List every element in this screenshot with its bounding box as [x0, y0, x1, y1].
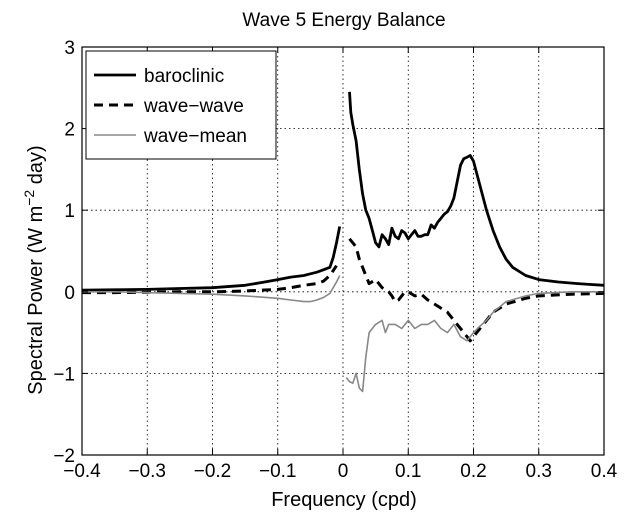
y-tick-label: 3	[64, 38, 75, 59]
legend-label: wave−wave	[143, 96, 244, 117]
axis-ticks	[81, 46, 605, 456]
plot-series	[81, 91, 605, 393]
series-line	[81, 226, 342, 292]
series-2	[82, 275, 604, 393]
y-axis-label-suffix: day)	[25, 145, 47, 189]
series-line	[345, 291, 604, 393]
series-0	[81, 91, 605, 292]
x-tick-label: −0.4	[63, 461, 101, 482]
series-line	[82, 275, 341, 303]
x-tick-label: −0.2	[194, 461, 232, 482]
y-tick-label: 0	[64, 283, 75, 304]
x-tick-label: 0.1	[395, 461, 421, 482]
x-tick-label: 0.2	[460, 461, 486, 482]
legend: baroclinic wave−wave wave−mean	[85, 50, 277, 160]
series-line	[348, 91, 605, 287]
y-tick-label: −1	[53, 364, 75, 385]
y-tick-label: −2	[53, 446, 75, 467]
y-axis-label-prefix: Spectral Power (W m	[25, 206, 47, 395]
chart-title: Wave 5 Energy Balance	[242, 10, 445, 31]
y-axis-label-exponent: −2	[21, 190, 37, 206]
x-tick-label: 0	[338, 461, 349, 482]
x-tick-label: 0.3	[526, 461, 552, 482]
legend-label: baroclinic	[144, 66, 224, 87]
x-tick-label: −0.1	[259, 461, 297, 482]
y-axis-label: Spectral Power (W m−2 day)	[21, 145, 47, 394]
legend-label: wave−mean	[143, 126, 247, 147]
x-tick-label: 0.4	[591, 461, 618, 482]
x-tick-label: −0.3	[128, 461, 166, 482]
y-tick-label: 1	[64, 201, 75, 222]
x-axis-label: Frequency (cpd)	[271, 489, 417, 511]
y-tick-label: 2	[64, 120, 75, 141]
axis-tick-labels: −0.4 −0.3 −0.2 −0.1 0 0.1 0.2 0.3 0.4 −2 −1 0 1 2 3	[53, 38, 617, 482]
